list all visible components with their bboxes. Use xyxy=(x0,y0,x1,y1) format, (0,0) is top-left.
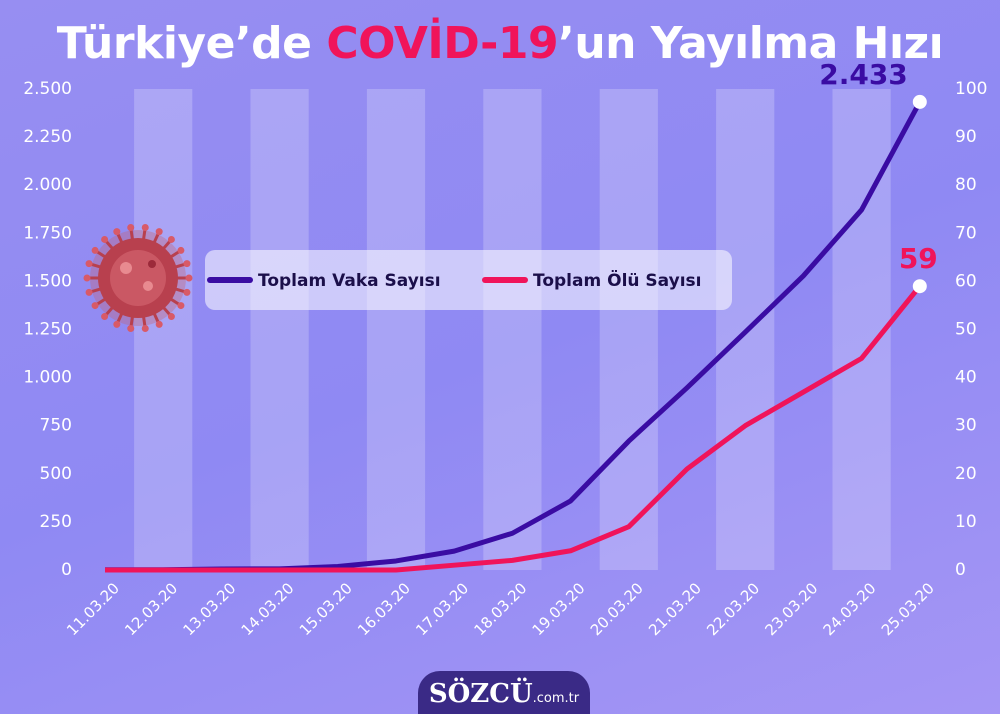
spike-tip xyxy=(85,288,93,296)
legend-label: Toplam Vaka Sayısı xyxy=(258,271,441,291)
y2-tick-label: 40 xyxy=(955,368,977,388)
x-tick-label: 24.03.20 xyxy=(820,579,880,639)
legend-label: Toplam Ölü Sayısı xyxy=(533,269,701,291)
x-tick-label: 17.03.20 xyxy=(412,579,472,639)
y-tick-label: 0 xyxy=(61,560,72,580)
y-tick-label: 1.250 xyxy=(23,320,72,340)
spike-tip xyxy=(113,228,121,236)
legend-box xyxy=(205,250,732,310)
spike-tip xyxy=(91,302,99,310)
x-tick-label: 21.03.20 xyxy=(645,579,705,639)
title-highlight: COVİD-19 xyxy=(326,18,559,69)
y-tick-label: 1.000 xyxy=(23,368,72,388)
y-tick-label: 500 xyxy=(40,464,72,484)
y-tick-label: 250 xyxy=(40,512,72,532)
x-tick-label: 23.03.20 xyxy=(761,579,821,639)
spike-tip xyxy=(141,324,149,332)
spike-tip xyxy=(183,260,191,268)
x-tick-label: 25.03.20 xyxy=(878,579,938,639)
y2-tick-label: 10 xyxy=(955,512,977,532)
spike-tip xyxy=(83,274,91,282)
logo-suffix: .com.tr xyxy=(532,691,580,706)
spike-tip xyxy=(127,324,135,332)
spike-tip xyxy=(127,224,135,232)
spike-tip xyxy=(177,246,185,254)
x-tick-label: 18.03.20 xyxy=(470,579,530,639)
x-tick-label: 15.03.20 xyxy=(296,579,356,639)
spike-tip xyxy=(113,320,121,328)
y2-tick-label: 60 xyxy=(955,271,977,291)
y2-tick-label: 50 xyxy=(955,320,977,340)
spike-tip xyxy=(155,228,163,236)
y-tick-label: 2.500 xyxy=(23,79,72,99)
y-tick-label: 750 xyxy=(40,416,72,436)
end-dot xyxy=(912,279,927,294)
stripe xyxy=(483,89,542,570)
y2-tick-label: 0 xyxy=(955,560,966,580)
y2-tick-label: 30 xyxy=(955,416,977,436)
spike-tip xyxy=(101,313,109,321)
title-part: Türkiye’de xyxy=(56,18,327,69)
x-tick-label: 11.03.20 xyxy=(63,579,123,639)
spike-tip xyxy=(167,235,175,243)
virus-icon xyxy=(83,224,193,332)
x-tick-label: 19.03.20 xyxy=(529,579,589,639)
y2-tick-label: 90 xyxy=(955,127,977,147)
spike-tip xyxy=(155,320,163,328)
spike-tip xyxy=(167,313,175,321)
y2-tick-label: 80 xyxy=(955,175,977,195)
spike-tip xyxy=(183,288,191,296)
y2-tick-label: 100 xyxy=(955,79,987,99)
end-dot xyxy=(912,94,927,109)
x-tick-label: 20.03.20 xyxy=(587,579,647,639)
spike-tip xyxy=(185,274,193,282)
series-line xyxy=(105,284,922,573)
chart-title: Türkiye’de COVİD-19’un Yayılma Hızı xyxy=(0,18,1000,69)
logo-text: SÖZCÜ xyxy=(428,679,533,709)
logo: SÖZCÜ.com.tr xyxy=(418,671,590,714)
x-tick-label: 14.03.20 xyxy=(238,579,298,639)
y-tick-label: 1.500 xyxy=(23,271,72,291)
stripe xyxy=(250,89,309,570)
x-tick-label: 16.03.20 xyxy=(354,579,414,639)
y2-tick-label: 70 xyxy=(955,223,977,243)
x-tick-label: 12.03.20 xyxy=(121,579,181,639)
stripes xyxy=(134,89,891,570)
spike-tip xyxy=(177,302,185,310)
title-part: ’un Yayılma Hızı xyxy=(558,18,944,69)
y2-tick-label: 20 xyxy=(955,464,977,484)
y-tick-label: 1.750 xyxy=(23,223,72,243)
value-label: 2.433 xyxy=(819,58,908,91)
y-tick-label: 2.000 xyxy=(23,175,72,195)
stripe xyxy=(599,89,658,570)
x-tick-label: 13.03.20 xyxy=(179,579,239,639)
spike-tip xyxy=(85,260,93,268)
spike-tip xyxy=(91,246,99,254)
spike-tip xyxy=(101,235,109,243)
y-tick-label: 2.250 xyxy=(23,127,72,147)
stripe xyxy=(366,89,426,570)
spike-tip xyxy=(141,224,149,232)
x-tick-label: 22.03.20 xyxy=(703,579,763,639)
value-label: 59 xyxy=(899,242,938,275)
